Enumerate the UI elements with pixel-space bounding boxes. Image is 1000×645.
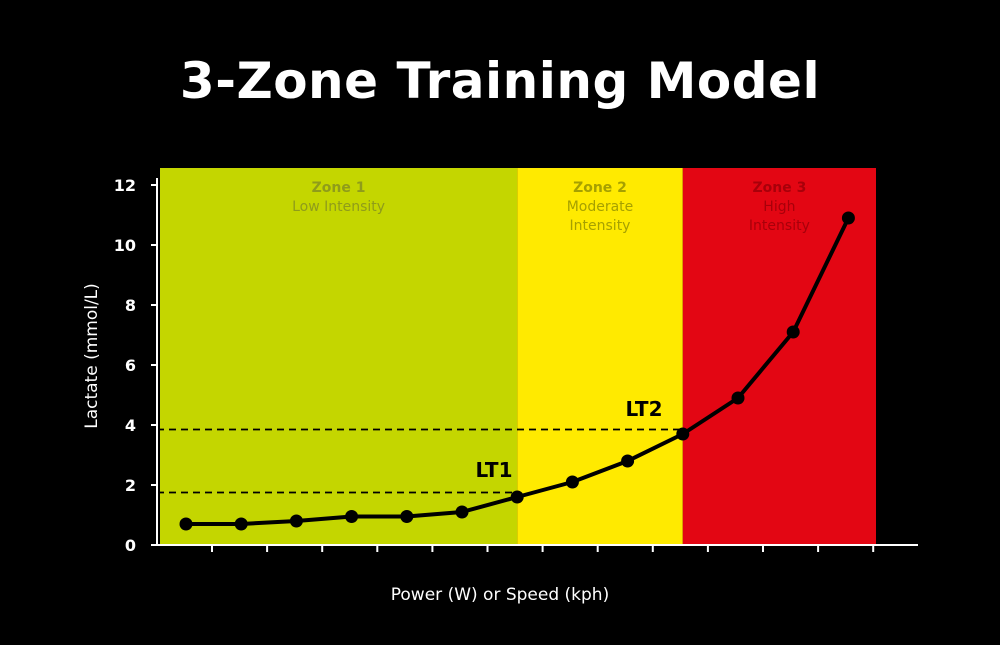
data-point [510,490,524,504]
zone-2-band [517,168,683,545]
y-tick-label: 0 [125,536,136,555]
zone-2-name: Zone 2 [573,180,627,196]
zone-2-description: Intensity [570,218,631,234]
data-point [565,475,579,489]
y-axis-title: Lactate (mmol/L) [82,283,102,429]
zone-1-description: Low Intensity [292,199,385,215]
data-point [400,510,414,523]
data-point [455,505,469,519]
chart-title: 3-Zone Training Model [179,52,821,110]
zone-1-band [160,168,518,545]
threshold-label-lt2: LT2 [626,397,663,421]
threshold-label-lt1: LT1 [476,458,513,482]
data-point [731,391,745,405]
zone-3-name: Zone 3 [752,180,806,196]
y-tick-label: 6 [125,356,136,375]
zone-3-description: Intensity [749,218,810,234]
axes-layer: 0 2 4 6 8 10 12 Power (W) or Speed (kph) Lactate… [82,176,918,605]
y-tick-label: 2 [125,476,136,495]
data-point [234,517,248,531]
labels-layer: Zone 1 Low Intensity Zone 2 Moderate Intensi… [292,180,810,482]
threshold-layer [157,428,683,494]
data-point [841,211,855,225]
y-tick-label: 8 [125,296,136,315]
zone-1-name: Zone 1 [312,180,366,196]
data-point [676,427,690,441]
series-layer [179,211,855,531]
y-tick-label: 4 [125,416,136,435]
zone-3-description: High [763,199,795,215]
data-point [786,325,800,339]
data-point [179,517,193,531]
data-point [289,514,303,528]
zone-2-description: Moderate [567,199,634,215]
data-point [345,510,359,523]
data-point [621,454,635,468]
y-tick-label: 12 [114,176,136,195]
y-tick-label: 10 [114,236,136,255]
x-axis-title: Power (W) or Speed (kph) [391,585,609,605]
